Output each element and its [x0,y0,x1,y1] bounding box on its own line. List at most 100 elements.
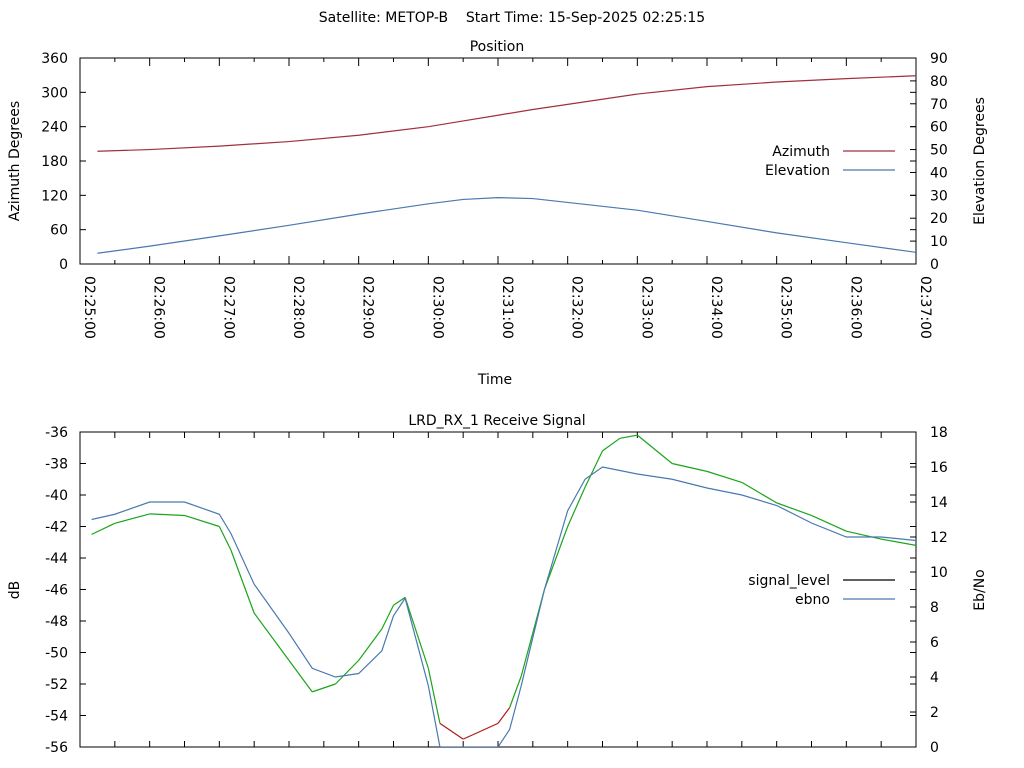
signal-y-axis-label: dB [7,581,23,600]
signal-legend-label-signal-level: signal_level [748,573,830,589]
position-y-tick-label: 300 [41,85,68,101]
position-x-axis-label: Time [477,372,512,388]
signal-series-signal-level-line [149,513,185,517]
signal-y2-tick-label: 10 [930,565,948,581]
position-plot-area: 0 60 120 180 240 300 360 0 10 20 30 40 50 60 70 80 90 02:… [41,51,948,339]
position-chart: Position Azimuth Degrees Elevation Degre… [7,39,988,388]
position-y2-tick-label: 30 [930,188,948,204]
position-legend-label-elevation: Elevation [765,163,830,179]
position-y2-tick-label: 90 [930,51,948,67]
signal-series-signal-level-line [91,522,116,535]
position-y-tick-label: 180 [41,154,68,170]
position-x-tick-label: 02:31:00 [499,276,515,339]
position-x-tick-label: 02:28:00 [290,276,306,339]
signal-series-signal-level-line [602,437,621,452]
position-x-tick-label: 02:32:00 [569,276,585,339]
signal-y2-tick-label: 18 [930,425,948,441]
signal-series-signal-level-line [404,597,429,669]
signal-y-tick-label: -44 [45,551,68,567]
signal-series-ebno-line [91,466,916,747]
position-x-tick-label: 02:37:00 [917,276,933,339]
position-x-tick-label: 02:30:00 [429,276,445,339]
signal-series-signal-level-line [253,612,290,661]
position-y-axis-label: Azimuth Degrees [7,101,23,221]
signal-y2-axis-label: Eb/No [972,569,988,611]
signal-y2-tick-label: 12 [930,530,948,546]
signal-y-tick-label: -46 [45,583,68,599]
position-y-tick-label: 60 [50,223,68,239]
signal-plot-area: -56 -54 -52 -50 -48 -46 -44 -42 -40 -38 -36 0 2 4 6 8 10… [45,425,948,756]
signal-y2-tick-label: 2 [930,705,939,721]
signal-series-signal-level-line [584,450,604,488]
position-x-tick-label: 02:25:00 [81,276,97,339]
signal-series-signal-level-line [509,675,522,708]
signal-chart: LRD_RX_1 Receive Signal dB Eb/No [7,413,988,611]
signal-y-tick-label: -52 [45,677,68,693]
position-y2-tick-label: 10 [930,234,948,250]
signal-series-signal-level-line-low [497,707,511,724]
position-x-tick-label: 02:34:00 [708,276,724,339]
signal-y2-tick-label: 14 [930,495,948,511]
signal-series-signal-level-line [393,596,406,606]
signal-series-signal-level-line-low [480,722,499,732]
position-legend-label-azimuth: Azimuth [772,144,830,160]
signal-series-signal-level-line [358,628,383,661]
position-y-tick-label: 240 [41,120,68,136]
signal-series-signal-level-line [288,660,313,693]
position-y2-tick-label: 60 [930,120,948,136]
position-series-azimuth-line [97,75,916,152]
position-y2-tick-label: 70 [930,97,948,113]
signal-y2-tick-label: 6 [930,635,939,651]
position-x-tick-label: 02:36:00 [847,276,863,339]
signal-y2-tick-label: 8 [930,600,939,616]
position-plot-frame [79,57,917,265]
position-y2-axis-label: Elevation Degrees [972,97,988,225]
signal-series-signal-level-line [218,526,232,551]
signal-legend-label-ebno: ebno [795,592,830,608]
signal-y-tick-label: -48 [45,614,68,630]
position-y-tick-label: 360 [41,51,68,67]
position-y-tick-label: 120 [41,188,68,204]
signal-series-signal-level-line-low [439,722,464,740]
signal-series-signal-level-line [846,530,882,540]
signal-y-tick-label: -54 [45,709,68,725]
signal-series-signal-level-line [427,668,441,724]
signal-series-signal-level-line [312,683,336,693]
signal-series-signal-level-line [881,538,916,546]
position-x-tick-label: 02:33:00 [638,276,654,339]
position-y-tick-label: 0 [59,257,68,273]
position-series-elevation-line [97,197,916,254]
position-x-tick-label: 02:26:00 [151,276,167,339]
signal-series-signal-level-line-low [462,730,481,740]
signal-series-signal-level-line [811,514,847,532]
position-y2-tick-label: 50 [930,143,948,159]
signal-plot-frame [79,431,917,748]
signal-series-signal-level-line [381,604,395,630]
signal-series-signal-level-line [114,513,150,524]
signal-series-signal-level-line [543,526,569,590]
signal-y-tick-label: -36 [45,425,68,441]
signal-series-signal-level-line [706,470,743,483]
chart-header-title: Satellite: METOP-B Start Time: 15-Sep-20… [319,10,705,26]
signal-series-signal-level-line [567,486,586,527]
position-chart-title: Position [470,39,525,55]
signal-series-signal-level-line [776,502,812,517]
signal-series-signal-level-line [636,434,673,464]
signal-y-tick-label: -40 [45,488,68,504]
position-x-tick-label: 02:27:00 [220,276,236,339]
signal-series-signal-level-line [619,434,638,439]
position-x-tick-label: 02:29:00 [360,276,376,339]
signal-series-signal-level-line [335,659,360,685]
position-x-tick-label: 02:35:00 [778,276,794,339]
signal-y2-tick-label: 0 [930,740,939,756]
signal-series-signal-level-line [184,514,220,528]
signal-chart-title: LRD_RX_1 Receive Signal [408,413,585,429]
signal-series-signal-level-line [230,549,255,614]
signal-y-tick-label: -50 [45,646,68,662]
signal-y-tick-label: -56 [45,740,68,756]
position-y2-tick-label: 20 [930,211,948,227]
signal-series-signal-level-line [672,462,708,472]
signal-y2-tick-label: 4 [930,670,939,686]
position-y2-tick-label: 0 [930,257,939,273]
